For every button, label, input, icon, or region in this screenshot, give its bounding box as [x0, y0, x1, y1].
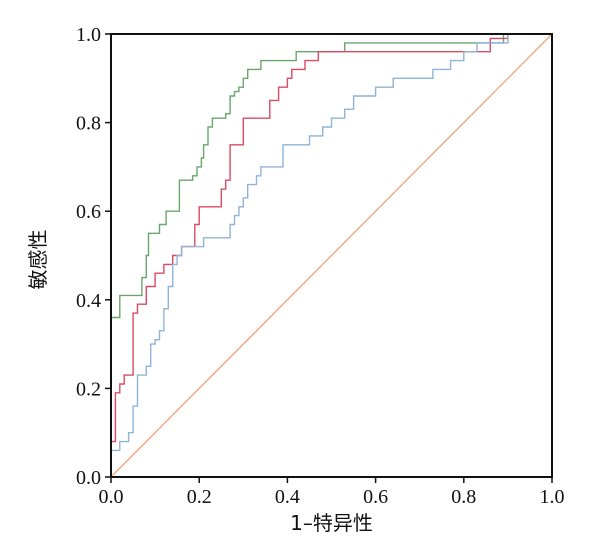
y-axis-title: 敏感性	[26, 230, 50, 290]
series-layer	[110, 33, 553, 478]
x-axis-title: 1–特异性	[290, 511, 373, 535]
x-tick-label: 0.0	[99, 486, 124, 508]
y-tick-label: 0.0	[76, 467, 101, 489]
y-tick-label: 1.0	[76, 24, 101, 46]
y-tick-label: 0.8	[76, 113, 101, 135]
plot-frame	[110, 33, 553, 478]
roc-curve-3	[110, 33, 552, 477]
x-tick-label: 0.2	[187, 486, 212, 508]
x-tick-label: 0.6	[363, 486, 388, 508]
roc-curve-2	[110, 33, 552, 477]
x-tick-label: 0.8	[451, 486, 476, 508]
reference-line	[110, 33, 553, 478]
ticks-layer: 0.0 0.2 0.4 0.6 0.8 1.0 0.0 0.2 0.4 0.6 0.8 1.0	[76, 24, 565, 508]
y-tick-label: 0.6	[76, 201, 101, 223]
y-tick-label: 0.2	[76, 378, 101, 400]
y-tick-label: 0.4	[76, 290, 101, 312]
roc-curve-1	[110, 33, 552, 477]
x-tick-label: 0.4	[275, 486, 300, 508]
x-tick-label: 1.0	[540, 486, 565, 508]
